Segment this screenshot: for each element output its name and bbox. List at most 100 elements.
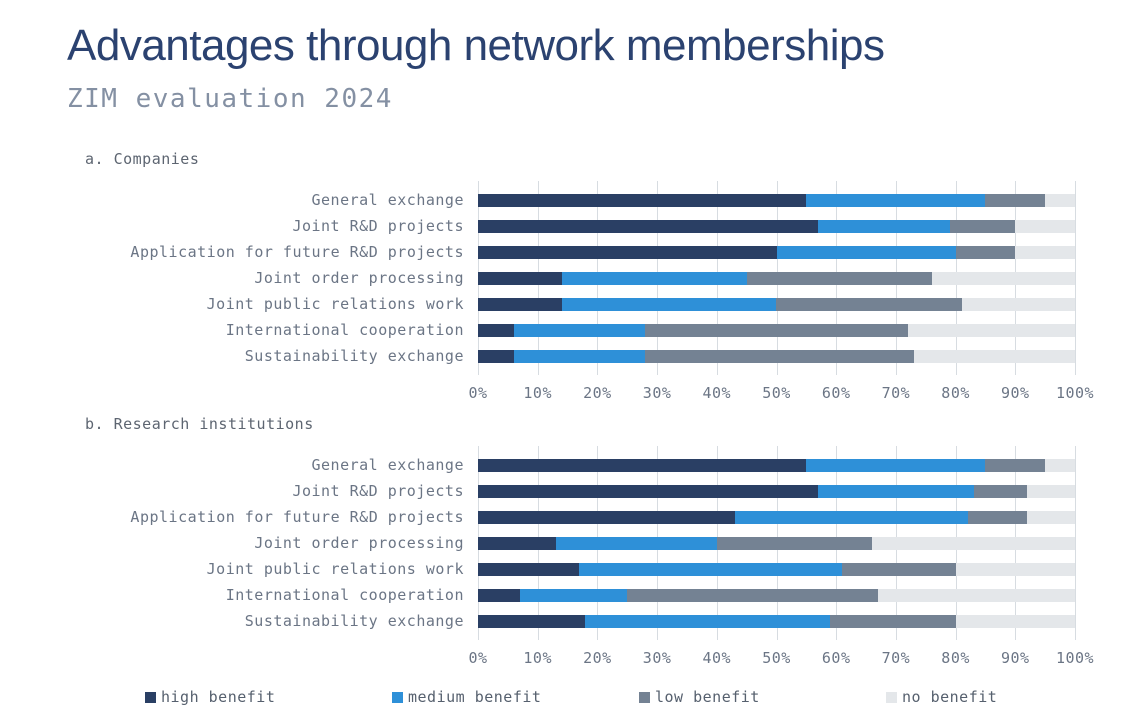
bar-track bbox=[478, 349, 1075, 363]
bar-segment-medium-benefit bbox=[561, 271, 747, 285]
bar-row-joint-r-d-projects: Joint R&D projects bbox=[67, 478, 1075, 504]
legend-label: high benefit bbox=[161, 688, 276, 707]
x-tick-label: 20% bbox=[583, 649, 612, 668]
bar-segment-low-benefit bbox=[955, 245, 1016, 259]
chart-research-institutions-plot: General exchange Joint R&D projects Applic… bbox=[67, 446, 1076, 641]
page-subtitle: ZIM evaluation 2024 bbox=[67, 84, 393, 115]
bar-segment-high-benefit bbox=[478, 458, 807, 472]
category-label: Application for future R&D projects bbox=[130, 508, 464, 527]
bar-track bbox=[478, 297, 1075, 311]
bar-segment-medium-benefit bbox=[806, 193, 986, 207]
x-tick-label: 30% bbox=[642, 649, 672, 668]
bar-segment-no-benefit bbox=[1045, 193, 1075, 207]
bar-track bbox=[478, 458, 1075, 472]
bar-segment-high-benefit bbox=[478, 219, 819, 233]
bar-segment-low-benefit bbox=[776, 297, 962, 311]
legend-item-medium-benefit: medium benefit bbox=[392, 688, 639, 706]
bar-segment-high-benefit bbox=[478, 349, 514, 363]
legend-item-high-benefit: high benefit bbox=[145, 688, 392, 706]
page-title: Advantages through network memberships bbox=[67, 21, 885, 70]
bar-segment-low-benefit bbox=[967, 510, 1028, 524]
category-label: Sustainability exchange bbox=[244, 612, 464, 631]
bar-row-application-for-future-r-d-projects: Application for future R&D projects bbox=[67, 504, 1075, 530]
bar-segment-medium-benefit bbox=[585, 614, 831, 628]
bar-segment-high-benefit bbox=[478, 271, 562, 285]
bar-row-joint-public-relations-work: Joint public relations work bbox=[67, 291, 1075, 317]
chart-research-institutions: b. Research institutions General exchang… bbox=[67, 415, 1130, 667]
x-tick-label: 90% bbox=[1001, 649, 1030, 668]
bar-segment-no-benefit bbox=[1027, 510, 1075, 524]
bar-row-sustainability-exchange: Sustainability exchange bbox=[67, 608, 1075, 634]
bar-segment-high-benefit bbox=[478, 323, 514, 337]
legend-label: no benefit bbox=[902, 688, 998, 707]
bar-segment-high-benefit bbox=[478, 297, 562, 311]
bar-segment-medium-benefit bbox=[561, 297, 777, 311]
bar-segment-high-benefit bbox=[478, 614, 586, 628]
x-tick-label: 100% bbox=[1055, 384, 1095, 403]
bar-row-general-exchange: General exchange bbox=[67, 452, 1075, 478]
chart-companies-x-axis: 0% 10% 20% 30% 40% 50% 60% 70% 80% 90% 100% bbox=[468, 384, 1093, 403]
bar-row-joint-r-d-projects: Joint R&D projects bbox=[67, 213, 1075, 239]
category-label: International cooperation bbox=[225, 586, 464, 605]
x-tick-label: 60% bbox=[821, 649, 851, 668]
category-label: General exchange bbox=[311, 456, 464, 475]
x-tick-label: 100% bbox=[1055, 649, 1095, 668]
bar-segment-high-benefit bbox=[478, 588, 520, 602]
x-tick-label: 30% bbox=[642, 384, 672, 403]
bar-segment-no-benefit bbox=[1027, 484, 1075, 498]
bar-row-joint-order-processing: Joint order processing bbox=[67, 265, 1075, 291]
category-label: Sustainability exchange bbox=[244, 347, 464, 366]
category-label: Application for future R&D projects bbox=[130, 243, 464, 262]
x-tick-label: 70% bbox=[881, 649, 911, 668]
chart-companies: a. Companies General exchange Joint R&D p… bbox=[67, 150, 1130, 402]
legend-label: low benefit bbox=[655, 688, 760, 707]
bar-segment-no-benefit bbox=[877, 588, 1075, 602]
bar-track bbox=[478, 271, 1075, 285]
bar-track bbox=[478, 510, 1075, 524]
bar-row-application-for-future-r-d-projects: Application for future R&D projects bbox=[67, 239, 1075, 265]
bar-track bbox=[478, 588, 1075, 602]
bar-segment-low-benefit bbox=[949, 219, 1016, 233]
x-tick-label: 60% bbox=[821, 384, 851, 403]
x-tick-label: 20% bbox=[583, 384, 612, 403]
bar-segment-medium-benefit bbox=[734, 510, 968, 524]
gridline bbox=[1075, 181, 1076, 376]
x-tick-label: 0% bbox=[468, 649, 488, 668]
bar-track bbox=[478, 323, 1075, 337]
category-label: International cooperation bbox=[225, 321, 464, 340]
category-label: Joint order processing bbox=[254, 269, 464, 288]
bar-segment-medium-benefit bbox=[555, 536, 717, 550]
category-label: Joint order processing bbox=[254, 534, 464, 553]
bar-segment-low-benefit bbox=[830, 614, 956, 628]
bar-segment-no-benefit bbox=[955, 562, 1075, 576]
x-tick-label: 0% bbox=[468, 384, 488, 403]
gridline bbox=[1075, 446, 1076, 641]
x-tick-label: 40% bbox=[702, 384, 732, 403]
x-tick-label: 50% bbox=[762, 384, 791, 403]
bar-segment-low-benefit bbox=[716, 536, 873, 550]
legend-item-low-benefit: low benefit bbox=[639, 688, 886, 706]
bar-segment-low-benefit bbox=[842, 562, 956, 576]
bar-rows: General exchange Joint R&D projects Applic… bbox=[67, 187, 1075, 369]
legend-item-no-benefit: no benefit bbox=[886, 688, 997, 706]
bar-row-international-cooperation: International cooperation bbox=[67, 317, 1075, 343]
bar-segment-low-benefit bbox=[645, 349, 914, 363]
bar-segment-medium-benefit bbox=[818, 219, 950, 233]
bar-track bbox=[478, 614, 1075, 628]
bar-segment-high-benefit bbox=[478, 510, 735, 524]
bar-track bbox=[478, 193, 1075, 207]
bar-segment-low-benefit bbox=[985, 193, 1046, 207]
category-label: Joint public relations work bbox=[206, 560, 464, 579]
bar-segment-high-benefit bbox=[478, 536, 556, 550]
bar-segment-high-benefit bbox=[478, 193, 807, 207]
bar-segment-no-benefit bbox=[961, 297, 1075, 311]
bar-segment-low-benefit bbox=[973, 484, 1028, 498]
x-tick-label: 80% bbox=[941, 649, 970, 668]
bar-segment-no-benefit bbox=[913, 349, 1075, 363]
category-label: General exchange bbox=[311, 191, 464, 210]
bar-segment-no-benefit bbox=[872, 536, 1075, 550]
bar-track bbox=[478, 484, 1075, 498]
x-tick-label: 10% bbox=[523, 384, 552, 403]
bar-row-joint-public-relations-work: Joint public relations work bbox=[67, 556, 1075, 582]
